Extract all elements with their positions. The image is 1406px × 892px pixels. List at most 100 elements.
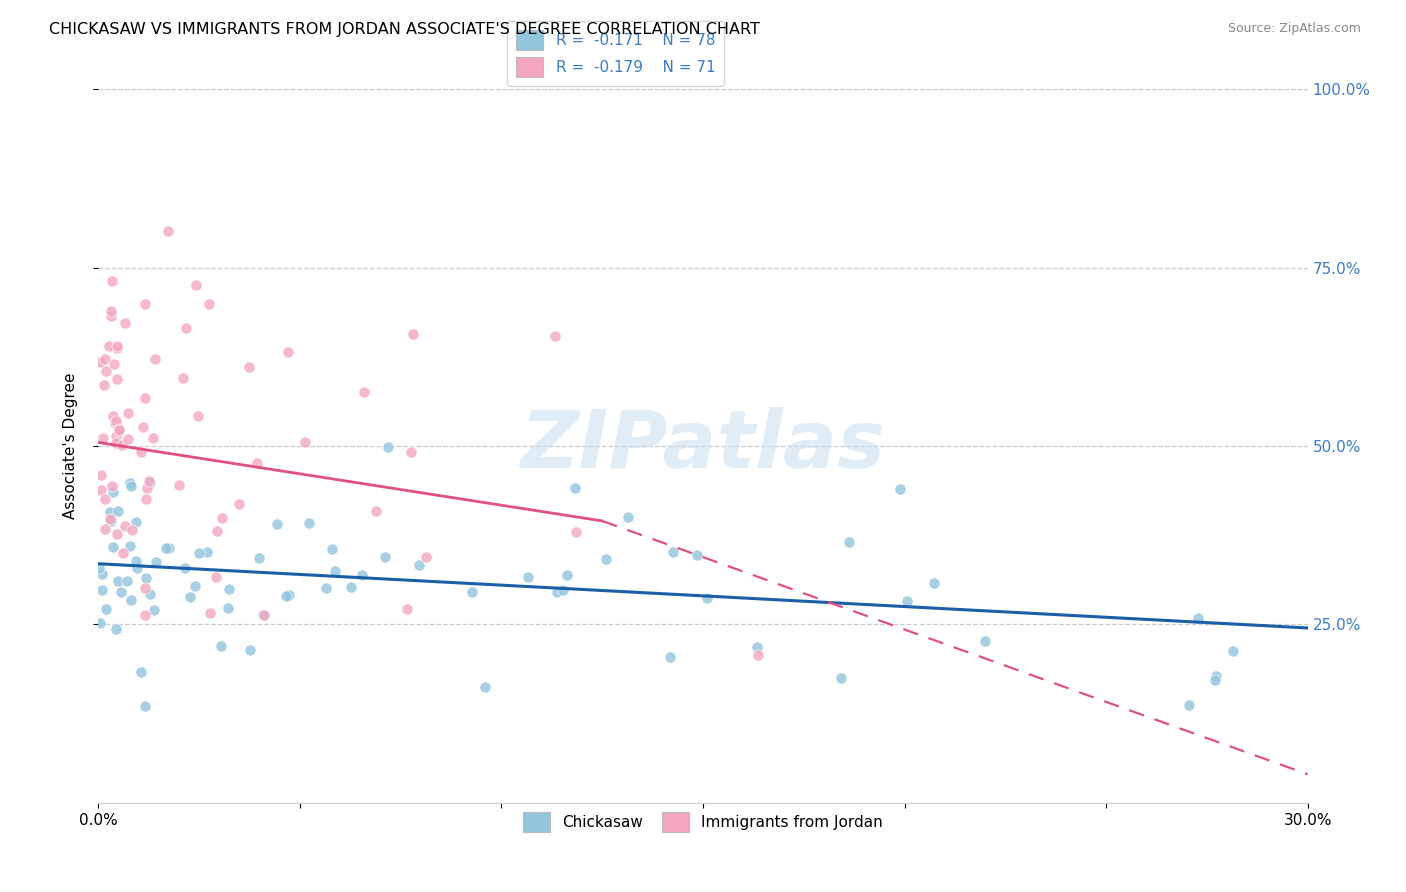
Point [838, 535, 860, 549]
Point [118, 539, 141, 553]
Point [94, 492, 117, 507]
Point [125, 515, 148, 529]
Point [135, 491, 157, 506]
Point [105, 429, 128, 443]
Point [830, 671, 852, 685]
Point [114, 316, 136, 330]
Point [138, 587, 160, 601]
Legend: Chickasaw, Immigrants from Jordan: Chickasaw, Immigrants from Jordan [516, 806, 890, 838]
Point [889, 482, 911, 496]
Point [105, 435, 128, 450]
Point [217, 601, 239, 615]
Point [135, 571, 157, 585]
Point [321, 541, 343, 556]
Point [120, 593, 142, 607]
Point [105, 372, 128, 386]
Point [90, 582, 112, 597]
Point [114, 518, 136, 533]
Point [89, 615, 111, 630]
Point [87, 560, 110, 574]
Point [100, 309, 122, 323]
Point [557, 567, 579, 582]
Point [239, 643, 262, 657]
Point [315, 582, 337, 596]
Point [105, 341, 128, 355]
Point [211, 511, 233, 525]
Point [1205, 669, 1227, 683]
Point [155, 541, 177, 556]
Point [110, 584, 132, 599]
Point [107, 574, 129, 589]
Point [366, 504, 388, 518]
Point [134, 391, 156, 405]
Point [143, 351, 166, 366]
Point [544, 329, 567, 343]
Point [209, 639, 232, 653]
Point [120, 479, 142, 493]
Point [553, 582, 575, 597]
Point [274, 589, 297, 603]
Point [294, 435, 316, 450]
Point [546, 585, 568, 599]
Point [107, 423, 129, 437]
Point [111, 546, 134, 560]
Point [105, 414, 128, 428]
Point [1204, 673, 1226, 687]
Point [134, 582, 156, 596]
Point [595, 552, 617, 566]
Point [167, 477, 190, 491]
Point [1178, 698, 1201, 712]
Point [184, 579, 207, 593]
Point [350, 567, 373, 582]
Text: CHICKASAW VS IMMIGRANTS FROM JORDAN ASSOCIATE'S DEGREE CORRELATION CHART: CHICKASAW VS IMMIGRANTS FROM JORDAN ASSO… [49, 22, 761, 37]
Point [696, 591, 718, 605]
Point [228, 497, 250, 511]
Point [129, 665, 152, 680]
Point [145, 555, 167, 569]
Point [973, 634, 995, 648]
Point [205, 524, 228, 538]
Point [134, 297, 156, 311]
Point [100, 514, 122, 528]
Point [252, 608, 274, 623]
Point [924, 575, 946, 590]
Point [238, 359, 260, 374]
Point [377, 440, 399, 454]
Point [111, 438, 134, 452]
Point [134, 699, 156, 714]
Point [101, 479, 124, 493]
Point [143, 603, 166, 617]
Point [100, 274, 122, 288]
Point [564, 481, 586, 495]
Point [195, 545, 218, 559]
Point [461, 585, 484, 599]
Point [661, 545, 683, 559]
Point [108, 422, 131, 436]
Point [91, 431, 114, 445]
Point [89, 355, 111, 369]
Point [247, 551, 270, 566]
Text: Source: ZipAtlas.com: Source: ZipAtlas.com [1227, 22, 1361, 36]
Point [98, 339, 121, 353]
Point [129, 445, 152, 459]
Point [134, 607, 156, 622]
Point [658, 649, 681, 664]
Point [323, 564, 346, 578]
Point [117, 406, 139, 420]
Point [172, 370, 194, 384]
Point [115, 574, 138, 589]
Point [565, 525, 588, 540]
Point [93, 377, 115, 392]
Point [104, 417, 127, 431]
Point [142, 431, 165, 445]
Point [401, 444, 423, 458]
Point [104, 622, 127, 636]
Point [686, 549, 709, 563]
Point [184, 278, 207, 293]
Point [402, 326, 425, 341]
Point [179, 590, 201, 604]
Point [101, 540, 124, 554]
Point [94, 522, 117, 536]
Point [353, 385, 375, 400]
Point [101, 484, 124, 499]
